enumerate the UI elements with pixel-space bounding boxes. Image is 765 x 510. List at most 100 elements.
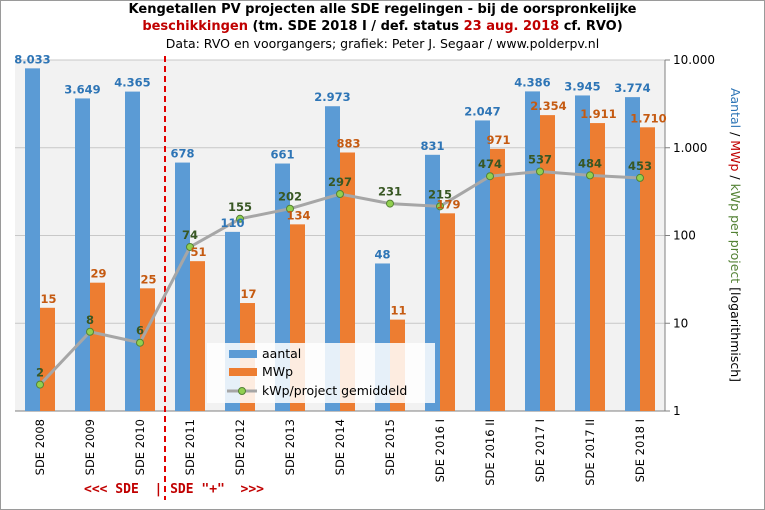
data-label-kwp: 474	[478, 157, 502, 171]
bar-mwp	[190, 261, 205, 411]
bar-aantal	[625, 97, 640, 412]
y-axis-title-part: [logarithmisch]	[728, 283, 743, 382]
data-label-mwp: 971	[486, 133, 510, 147]
data-label-mwp: 17	[240, 287, 256, 301]
data-label-kwp: 6	[136, 324, 144, 338]
data-label-aantal: 831	[420, 139, 444, 153]
x-tick-label: SDE 2016 I	[433, 419, 447, 482]
x-tick-label: SDE 2014	[333, 419, 347, 475]
data-label-kwp: 484	[578, 156, 602, 170]
y-tick-label: 10.000	[673, 53, 715, 67]
chart-subtitle: beschikkingen (tm. SDE 2018 I / def. sta…	[0, 19, 765, 34]
bar-aantal	[25, 68, 40, 411]
kwp-point	[286, 204, 294, 213]
bar-mwp	[490, 148, 505, 411]
kwp-point	[536, 167, 544, 176]
kwp-point	[186, 242, 194, 251]
kwp-point	[586, 171, 594, 180]
kwp-point	[86, 327, 94, 336]
subtitle-highlight: beschikkingen	[142, 19, 248, 34]
legend-swatch-mwp	[229, 368, 257, 376]
bar-aantal	[325, 106, 340, 412]
data-label-kwp: 155	[228, 200, 252, 214]
bar-aantal	[525, 91, 540, 411]
bar-mwp	[440, 213, 455, 411]
data-label-aantal: 8.033	[14, 52, 50, 66]
bar-mwp	[40, 307, 55, 411]
data-label-mwp: 1.911	[580, 107, 616, 121]
data-label-aantal: 661	[270, 148, 294, 162]
data-label-aantal: 4.386	[514, 75, 550, 89]
data-label-aantal: 3.945	[564, 79, 600, 93]
y-tick-label: 1	[673, 404, 681, 418]
y-axis-title-part: MWp	[728, 140, 743, 171]
x-tick-label: SDE 2012	[233, 419, 247, 475]
y-axis-title-part: /	[728, 171, 743, 183]
data-label-mwp: 51	[190, 245, 206, 259]
data-label-kwp: 2	[36, 366, 44, 380]
x-tick-label: SDE 2015	[383, 419, 397, 475]
kwp-point	[636, 173, 644, 182]
chart-source: Data: RVO en voorgangers; grafiek: Peter…	[165, 36, 600, 51]
subtitle-date: 23 aug. 2018	[463, 19, 560, 34]
x-tick-label: SDE 2016 II	[483, 419, 497, 486]
kwp-point	[36, 380, 44, 389]
x-tick-label: SDE 2017 I	[533, 419, 547, 482]
bar-aantal	[575, 95, 590, 412]
bar-aantal	[75, 98, 90, 411]
data-label-mwp: 1.710	[630, 111, 666, 125]
data-label-kwp: 74	[182, 228, 198, 242]
data-label-kwp: 8	[86, 313, 94, 327]
subtitle-part-a: (tm. SDE 2018 I / def. status	[247, 19, 464, 34]
data-label-mwp: 11	[390, 304, 406, 318]
y-tick-label: 100	[673, 229, 696, 243]
bar-aantal	[475, 120, 490, 412]
x-tick-label: SDE 2010	[133, 419, 147, 475]
legend-swatch-marker	[238, 387, 246, 395]
kwp-point	[386, 199, 394, 208]
data-label-kwp: 453	[628, 159, 652, 173]
kwp-point	[236, 214, 244, 223]
data-label-mwp: 883	[336, 136, 360, 150]
data-label-kwp: 215	[428, 187, 452, 201]
x-tick-label: SDE 2013	[283, 419, 297, 475]
kwp-point	[336, 190, 344, 199]
legend-label-aantal: aantal	[262, 346, 301, 361]
data-label-mwp: 179	[436, 197, 460, 211]
data-label-mwp: 15	[40, 292, 56, 306]
data-label-aantal: 4.365	[114, 76, 150, 90]
data-label-aantal: 2.973	[314, 90, 350, 104]
x-tick-label: SDE 2009	[83, 419, 97, 475]
data-label-mwp: 29	[90, 267, 106, 281]
bar-mwp	[140, 288, 155, 411]
data-label-kwp: 202	[278, 190, 302, 204]
y-axis-title-part: kWp per project	[728, 184, 743, 284]
bar-mwp	[540, 115, 555, 411]
data-label-aantal: 678	[170, 147, 194, 161]
kwp-point	[136, 338, 144, 347]
data-label-kwp: 537	[528, 152, 552, 166]
y-axis-title-part: Aantal	[728, 88, 743, 128]
kwp-point	[436, 202, 444, 211]
subtitle-part-b: cf. RVO)	[559, 19, 623, 34]
legend-label-mwp: MWp	[262, 364, 293, 379]
y-tick-label: 1.000	[673, 141, 707, 155]
bar-mwp	[640, 127, 655, 411]
bar-aantal	[125, 91, 140, 412]
x-tick-label: SDE 2008	[33, 419, 47, 475]
data-label-mwp: 134	[286, 208, 310, 222]
data-label-kwp: 231	[378, 185, 402, 199]
kwp-point	[486, 172, 494, 181]
x-tick-label: SDE 2011	[183, 419, 197, 475]
data-label-aantal: 3.649	[64, 82, 100, 96]
x-tick-label: SDE 2018 I	[633, 419, 647, 482]
bar-aantal	[175, 162, 190, 411]
data-label-aantal: 48	[374, 247, 390, 261]
data-label-kwp: 297	[328, 175, 352, 189]
y-axis-title-part: /	[728, 128, 743, 140]
scheme-note: <<< SDE | SDE "+" >>>	[84, 482, 265, 497]
bar-mwp	[590, 123, 605, 412]
data-label-mwp: 25	[140, 272, 156, 286]
data-label-aantal: 2.047	[464, 104, 500, 118]
